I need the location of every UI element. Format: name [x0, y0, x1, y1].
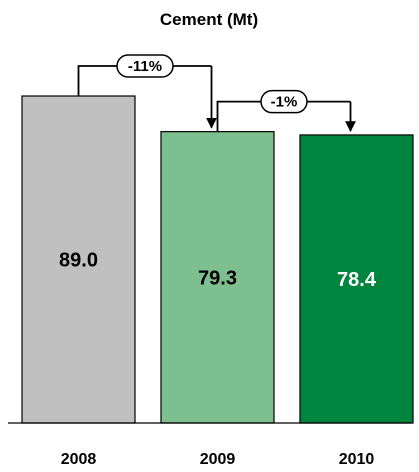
bar-value-label-2009: 79.3 — [198, 267, 237, 289]
bar-value-label-2008: 89.0 — [59, 250, 98, 272]
x-tick-label-2008: 2008 — [61, 451, 97, 468]
change-label-2009-2010: -1% — [271, 94, 298, 111]
chart-title: Cement (Mt) — [160, 10, 258, 29]
change-label-2008-2009: -11% — [128, 58, 162, 75]
bar-2009 — [160, 131, 275, 424]
change-badge-2008-2009 — [116, 54, 174, 78]
x-tick-label-2010: 2010 — [339, 451, 375, 468]
x-tick-label-2009: 2009 — [200, 451, 236, 468]
bar-2008 — [21, 95, 136, 424]
change-badge-2009-2010 — [260, 89, 308, 114]
bar-2010 — [299, 134, 414, 424]
bar-value-label-2010: 78.4 — [337, 269, 377, 291]
